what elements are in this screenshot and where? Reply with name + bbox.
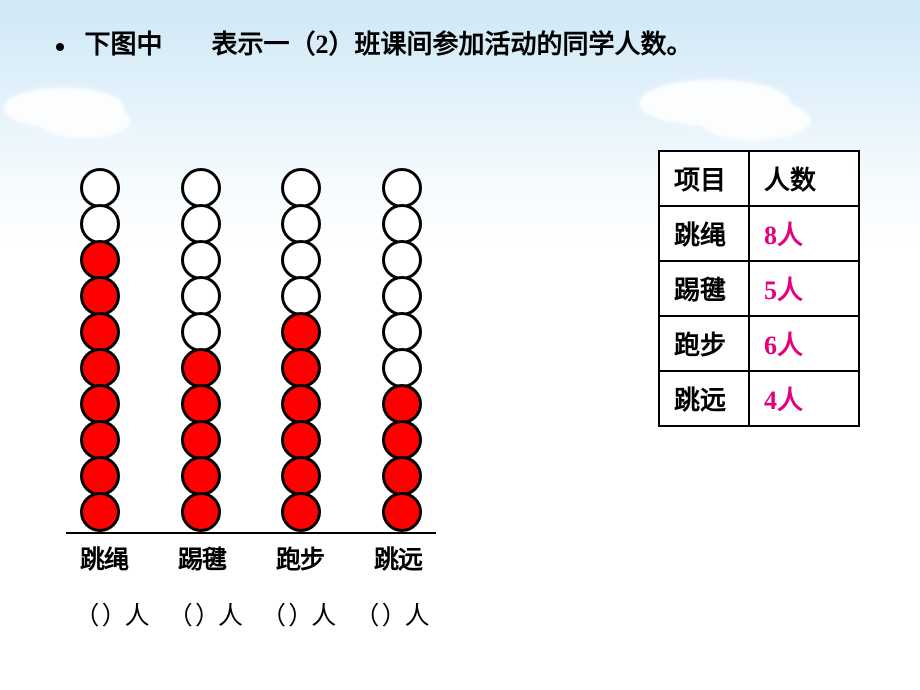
table-cell-category: 踢毽 bbox=[659, 261, 749, 316]
circle-filled bbox=[181, 384, 221, 424]
circle-empty bbox=[382, 312, 422, 352]
table-cell-category: 跳绳 bbox=[659, 206, 749, 261]
chart-blank-answer: （ ）人 bbox=[346, 596, 436, 632]
chart-column bbox=[376, 172, 428, 532]
circle-filled bbox=[382, 384, 422, 424]
table-cell-count: 8人 bbox=[749, 206, 859, 261]
circle-filled bbox=[281, 312, 321, 352]
circle-filled bbox=[80, 456, 120, 496]
circle-filled bbox=[80, 492, 120, 532]
chart-blank-answer: （ ）人 bbox=[253, 596, 343, 632]
table-cell-count: 5人 bbox=[749, 261, 859, 316]
cloud-deco bbox=[40, 104, 130, 138]
circle-empty bbox=[281, 204, 321, 244]
circle-filled bbox=[80, 276, 120, 316]
circle-filled bbox=[382, 420, 422, 460]
table-row: 跳远4人 bbox=[659, 371, 859, 426]
table-row: 踢毽5人 bbox=[659, 261, 859, 316]
circle-filled bbox=[181, 492, 221, 532]
circle-empty bbox=[382, 204, 422, 244]
table-cell-count: 4人 bbox=[749, 371, 859, 426]
chart-category-label: 跑步 bbox=[266, 540, 334, 576]
circle-empty bbox=[181, 240, 221, 280]
circle-empty bbox=[181, 312, 221, 352]
circle-filled bbox=[80, 348, 120, 388]
pictograph-chart: 跳绳踢毽跑步跳远 （ ）人（ ）人（ ）人（ ）人 bbox=[66, 140, 436, 632]
table-cell-category: 跑步 bbox=[659, 316, 749, 371]
circle-empty bbox=[181, 204, 221, 244]
circle-filled bbox=[80, 420, 120, 460]
circle-filled bbox=[80, 240, 120, 280]
circle-empty bbox=[181, 168, 221, 208]
circle-filled bbox=[80, 384, 120, 424]
table-cell-count: 6人 bbox=[749, 316, 859, 371]
chart-category-label: 跳远 bbox=[364, 540, 432, 576]
circle-filled bbox=[281, 456, 321, 496]
circle-filled bbox=[281, 348, 321, 388]
chart-column bbox=[175, 172, 227, 532]
chart-blank-answer: （ ）人 bbox=[159, 596, 249, 632]
circle-empty bbox=[80, 168, 120, 208]
circle-filled bbox=[80, 312, 120, 352]
circle-empty bbox=[382, 348, 422, 388]
chart-blank-answer: （ ）人 bbox=[66, 596, 156, 632]
circle-filled bbox=[181, 420, 221, 460]
circle-filled bbox=[181, 348, 221, 388]
chart-category-label: 跳绳 bbox=[70, 540, 138, 576]
circle-empty bbox=[181, 276, 221, 316]
circle-empty bbox=[281, 276, 321, 316]
circle-empty bbox=[382, 276, 422, 316]
circle-empty bbox=[281, 168, 321, 208]
table-header-count: 人数 bbox=[749, 151, 859, 206]
circle-filled bbox=[382, 456, 422, 496]
table-row: 跳绳8人 bbox=[659, 206, 859, 261]
cloud-deco bbox=[700, 100, 810, 140]
circle-empty bbox=[281, 240, 321, 280]
chart-column bbox=[275, 172, 327, 532]
title-prefix: 下图中 bbox=[85, 30, 163, 59]
table-cell-category: 跳远 bbox=[659, 371, 749, 426]
circle-filled bbox=[281, 384, 321, 424]
title-suffix: 表示一（2）班课间参加活动的同学人数。 bbox=[212, 30, 693, 59]
table-header-row: 项目 人数 bbox=[659, 151, 859, 206]
circle-filled bbox=[281, 492, 321, 532]
data-table: 项目 人数 跳绳8人踢毽5人跑步6人跳远4人 bbox=[658, 150, 860, 427]
page-title: 下图中 表示一（2）班课间参加活动的同学人数。 bbox=[56, 24, 880, 61]
circle-empty bbox=[80, 204, 120, 244]
chart-column bbox=[74, 172, 126, 532]
table-header-category: 项目 bbox=[659, 151, 749, 206]
table-row: 跑步6人 bbox=[659, 316, 859, 371]
chart-category-label: 踢毽 bbox=[168, 540, 236, 576]
bullet-icon bbox=[56, 43, 64, 51]
circle-empty bbox=[382, 168, 422, 208]
circle-empty bbox=[382, 240, 422, 280]
circle-filled bbox=[382, 492, 422, 532]
circle-filled bbox=[281, 420, 321, 460]
circle-filled bbox=[181, 456, 221, 496]
